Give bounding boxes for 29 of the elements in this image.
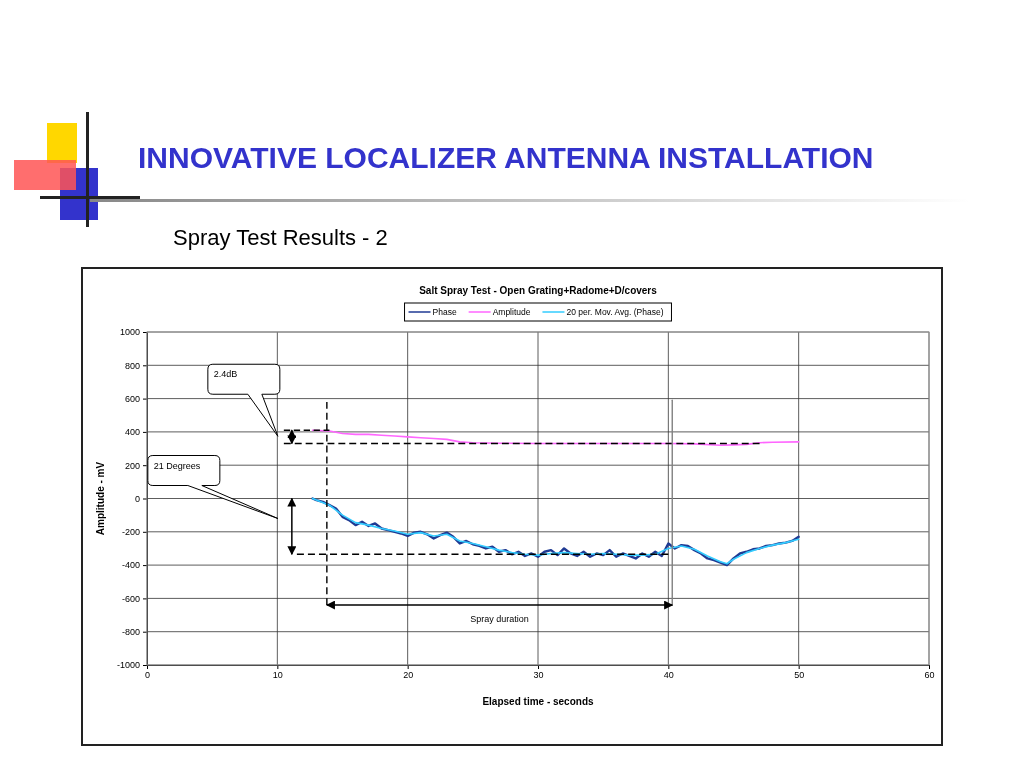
x-tick-label: 40 [663, 670, 674, 681]
chart-subtitle: Spray Test Results - 2 [173, 225, 388, 250]
x-tick-label: 0 [144, 670, 151, 681]
y-tick-label: -600 [121, 593, 140, 604]
y-tick-label: -1000 [116, 660, 140, 671]
y-tick-label: 600 [124, 393, 140, 404]
y-axis-title: Amplitude - mV [95, 461, 106, 536]
text: Salt Spray Test - Open Grating+Radome+D/covers [419, 285, 658, 296]
y-tick-label: -200 [121, 527, 140, 538]
legend-label: Amplitude [492, 307, 531, 317]
y-tick-label: 400 [124, 427, 140, 438]
legend-label: Phase [432, 307, 457, 317]
x-tick-label: 50 [794, 670, 805, 681]
y-tick-label: 0 [134, 493, 140, 504]
legend-label: 20 per. Mov. Avg. (Phase) [566, 307, 664, 317]
annotation: 21 Degrees [153, 460, 201, 471]
y-tick-label: 1000 [119, 327, 140, 338]
x-axis-title: Elapsed time - seconds [482, 696, 595, 707]
x-tick-label: 30 [533, 670, 544, 681]
x-tick-label: 10 [272, 670, 283, 681]
y-tick-label: 200 [124, 460, 140, 471]
chart-title: INNOVATIVE LOCALIZER ANTENNA INSTALLATION [138, 141, 874, 174]
annotation: Spray duration [470, 614, 529, 625]
x-tick-label: 60 [924, 670, 935, 681]
y-tick-label: -400 [121, 560, 140, 571]
annotation: 2.4dB [213, 369, 238, 380]
y-tick-label: 800 [124, 360, 140, 371]
x-tick-label: 20 [403, 670, 414, 681]
y-tick-label: -800 [121, 627, 140, 638]
